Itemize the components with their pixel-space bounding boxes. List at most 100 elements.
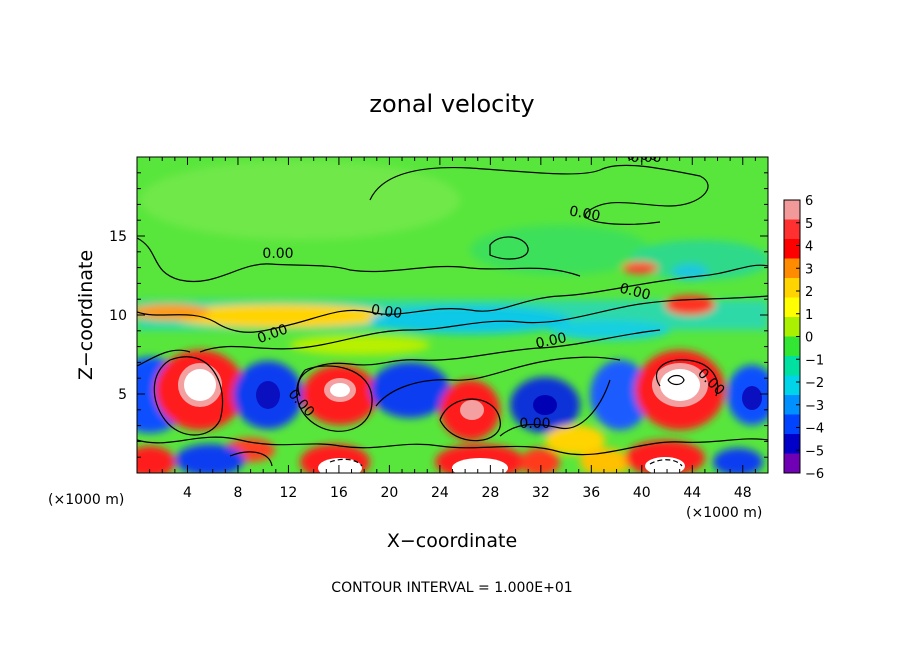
field-patch [550, 320, 670, 340]
y-axis: 5 10 15 [109, 156, 768, 474]
colorbar-segment [784, 297, 800, 318]
positive-core [452, 458, 508, 473]
x-tick-label: 48 [734, 485, 752, 501]
negative-core [533, 395, 557, 415]
contour-line [137, 436, 768, 456]
colorbar-label: −2 [805, 376, 824, 391]
field-patch [290, 335, 430, 355]
field-patch [137, 304, 210, 320]
field-patch [140, 160, 460, 240]
x-tick-label: 24 [431, 485, 449, 501]
contour-line [297, 329, 661, 397]
field-patch [370, 306, 570, 334]
colorbar-label: −1 [805, 353, 824, 368]
x-tick-label: 44 [683, 485, 701, 501]
chart-title: zonal velocity [369, 90, 534, 118]
x-tick-label: 12 [280, 485, 298, 501]
colorbar-segment [784, 239, 800, 259]
contour-label: 0.00 [262, 246, 293, 262]
positive-core [660, 369, 700, 401]
contour-line [369, 164, 709, 225]
field-patch [545, 425, 605, 455]
field-patch [625, 440, 705, 473]
contour-line [199, 295, 768, 353]
positive-core [184, 369, 216, 401]
field-patch [137, 446, 175, 473]
positive-core [330, 383, 350, 397]
y-axis-label: Z−coordinate [75, 250, 97, 380]
colorbar-segment [784, 453, 800, 474]
negative-core [256, 381, 280, 409]
contour-line [137, 264, 768, 333]
field-patch [170, 304, 390, 328]
colorbar-label: 5 [805, 217, 813, 232]
colorbar-segment [784, 317, 800, 337]
colorbar-segment [784, 258, 800, 279]
colorbar-label: 0 [805, 331, 813, 346]
contour-line [667, 374, 685, 386]
colorbar-label: −4 [805, 422, 824, 437]
field-patch [622, 262, 658, 274]
y-tick-label: 5 [118, 387, 127, 403]
positive-core [645, 457, 685, 473]
colorbar-label: −3 [805, 399, 824, 414]
contour-line [499, 379, 611, 437]
contour-label: 0.00 [618, 281, 652, 304]
x-tick-label: 16 [330, 485, 348, 501]
colorbar-segment [784, 336, 800, 357]
y-tick-label: 15 [109, 229, 127, 245]
contour-interval-footer: CONTOUR INTERVAL = 1.000E+01 [331, 580, 572, 596]
contour-line [375, 356, 621, 407]
colorbar-segment [784, 278, 800, 298]
contour-line [329, 458, 363, 467]
negative-core [742, 386, 762, 410]
contour-label: 0.00 [370, 302, 403, 322]
x-axis: 4 8 12 16 20 24 28 32 36 40 44 48 [136, 157, 769, 501]
x-unit-right: (×1000 m) [686, 505, 762, 521]
x-unit-left: (×1000 m) [48, 492, 124, 508]
contour-label: 0.00 [519, 416, 550, 432]
field-patch [520, 448, 560, 473]
colorbar-label: −6 [805, 467, 824, 482]
field-patch [713, 448, 763, 473]
contour-line [137, 349, 191, 367]
contour-line [296, 365, 373, 432]
contour-line [655, 359, 719, 397]
contour-line [229, 451, 273, 467]
contour-line [439, 398, 501, 442]
colorbar-label: 6 [805, 194, 813, 209]
x-tick-label: 4 [183, 485, 192, 501]
x-tick-label: 40 [633, 485, 651, 501]
plot-area: 0.000.000.000.000.00 0.000.000.000.000.00… [137, 150, 768, 473]
x-tick-label: 36 [582, 485, 600, 501]
x-tick-label: 32 [532, 485, 550, 501]
field-patch [665, 295, 715, 315]
x-tick-label: 8 [233, 485, 242, 501]
colorbar-label: 4 [805, 240, 813, 255]
contour-line [489, 236, 529, 260]
zero-contours [137, 164, 768, 467]
field-patch [590, 360, 650, 430]
colorbar-segment [784, 219, 800, 240]
colorbar-segment [784, 434, 800, 454]
field-patch [175, 444, 245, 473]
contour-line [153, 356, 224, 436]
field-patch [370, 362, 450, 418]
contour-line [137, 237, 581, 282]
y-tick-label: 10 [109, 308, 127, 324]
colorbar-segment [784, 395, 800, 415]
contour-label: 0.00 [630, 150, 661, 166]
colorbar-segment [784, 356, 800, 376]
colorbar: 6 5 4 3 2 1 0 −1 −2 −3 −4 −5 −6 [783, 194, 824, 482]
positive-core [460, 400, 484, 420]
colorbar-segment [784, 375, 800, 396]
colorbar-segment [784, 200, 800, 220]
colorbar-label: 3 [805, 262, 813, 277]
positive-core [318, 458, 362, 473]
x-tick-label: 28 [481, 485, 499, 501]
colorbar-label: 1 [805, 308, 813, 323]
x-tick-label: 20 [380, 485, 398, 501]
x-axis-label: X−coordinate [387, 530, 517, 552]
contour-line [649, 459, 683, 467]
